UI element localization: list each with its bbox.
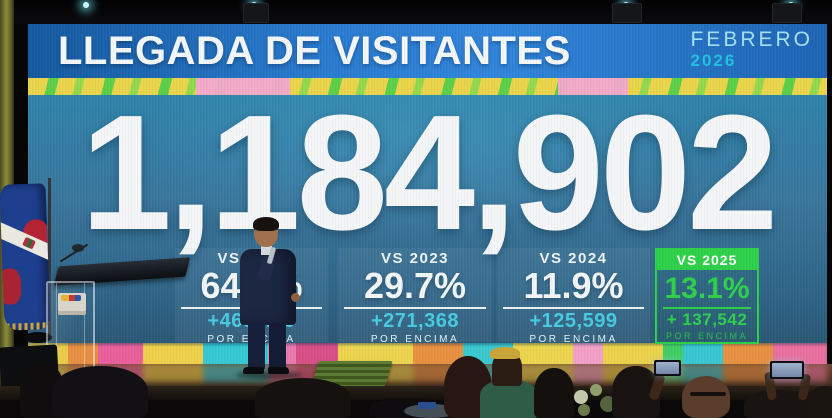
led-presentation-screen: LLEGADA DE VISITANTES FEBRERO 2026 1,184… [28, 24, 827, 364]
slide-body: 1,184,902 VS 2019 64.2% +463,405 POR ENC… [28, 91, 827, 345]
podium-rail [56, 283, 57, 379]
podium-shelf-papers [58, 293, 86, 315]
yellow-headwrap [490, 347, 520, 359]
stat-label: VS 2024 [539, 250, 608, 267]
stat-label: VS 2023 [380, 250, 450, 267]
stat-delta: +271,368 [371, 309, 459, 332]
shelf-decoration [61, 295, 81, 301]
hanging-speaker [612, 3, 642, 23]
stat-note: POR ENCIMA [665, 330, 748, 341]
slide-header-bar: LLEGADA DE VISITANTES FEBRERO 2026 [28, 24, 827, 78]
flag-coat-of-arms [22, 236, 36, 250]
stat-divider [503, 306, 644, 309]
notebook [418, 402, 436, 409]
presenter-shoe [243, 367, 264, 374]
stat-delta: + 137,542 [666, 309, 748, 329]
audience-member [52, 366, 148, 418]
phone-screen [772, 363, 802, 377]
audience-member [806, 386, 832, 418]
audience-member [255, 378, 351, 418]
audience-member-face [682, 376, 730, 418]
stat-percent: 11.9% [523, 265, 624, 306]
stat-percent: 13.1% [664, 272, 750, 305]
phone-camera-icon [770, 361, 804, 379]
presenter-hand [291, 293, 300, 302]
slide-year: 2026 [690, 51, 737, 70]
stat-note: POR ENCIMA [370, 333, 460, 345]
flag-pole [48, 178, 51, 338]
ceiling-light-icon [83, 2, 89, 8]
presenter-shoe [268, 367, 289, 374]
stat-percent: 29.7% [363, 265, 467, 306]
stat-box-vs-2023: VS 2023 29.7% +271,368 POR ENCIMA [338, 248, 492, 345]
slide-month: FEBRERO [690, 28, 813, 51]
stat-box-vs-2025-highlighted: VS 2025 13.1% + 137,542 POR ENCIMA [655, 248, 759, 344]
stat-delta: +125,599 [529, 309, 618, 332]
glasses-icon [690, 392, 726, 396]
dominican-republic-flag [0, 178, 58, 352]
flower [578, 404, 590, 416]
podium-microphone-icon [72, 244, 84, 252]
stat-note: POR ENCIMA [529, 333, 618, 345]
presenter [236, 217, 302, 379]
audience-member-green-top [480, 380, 538, 418]
ceiling [0, 0, 832, 24]
presenter-leg [269, 323, 286, 369]
slide-title: LLEGADA DE VISITANTES [58, 29, 571, 73]
slide-period: FEBRERO 2026 [690, 28, 813, 71]
decorative-pattern-strip [28, 78, 827, 95]
flower [590, 384, 602, 396]
stat-divider [344, 306, 486, 309]
presenter-shadow [236, 371, 302, 379]
flag-cloth [0, 183, 51, 331]
presenter-shirt [261, 246, 272, 255]
hanging-speaker [243, 3, 269, 23]
stat-box-vs-2024: VS 2024 11.9% +125,599 POR ENCIMA [497, 248, 650, 345]
audience-member [534, 368, 574, 418]
phone-screen [656, 362, 679, 374]
phone-camera-icon [654, 360, 681, 376]
hanging-speaker [772, 3, 802, 23]
podium-rail [84, 283, 85, 379]
stat-divider [663, 306, 751, 309]
presenter-hair [253, 217, 279, 231]
flower [574, 390, 588, 404]
flag-gold-fringe [6, 322, 51, 331]
flag-red-quarter [0, 268, 22, 305]
screen-bottom-color-strip [28, 343, 827, 364]
flag-stand-base [24, 332, 52, 343]
total-visitors-value: 1,184,902 [80, 81, 779, 264]
stat-label: VS 2025 [657, 250, 757, 270]
presenter-leg [248, 323, 265, 369]
